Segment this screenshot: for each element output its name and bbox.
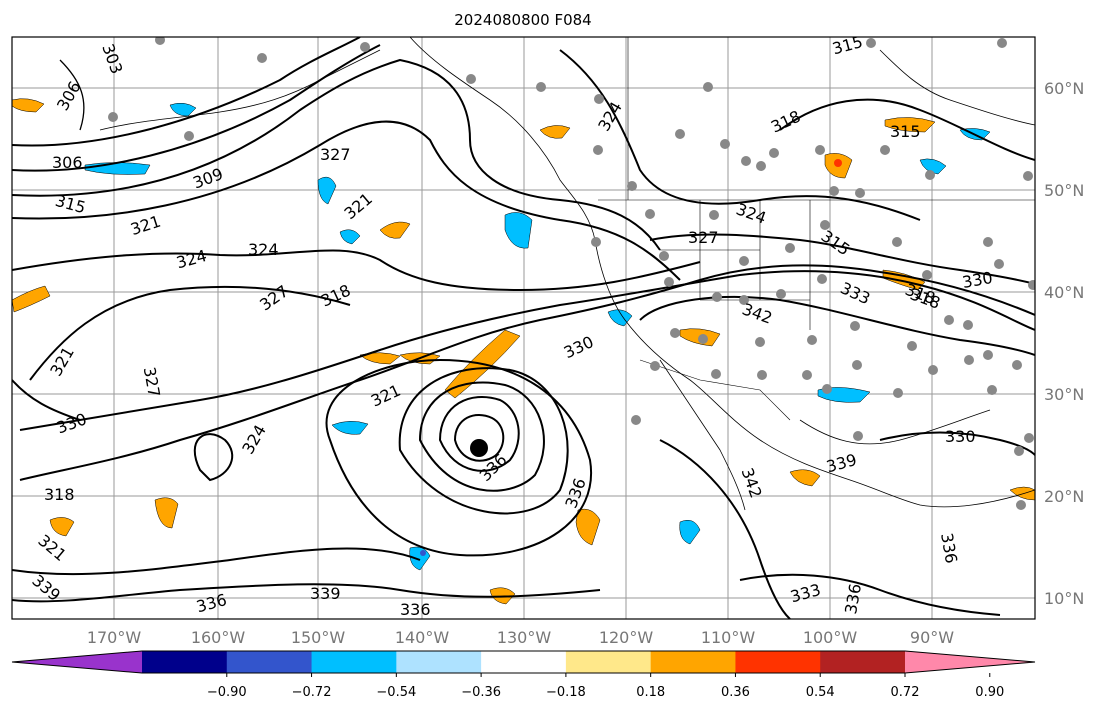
contour-label: 318 (44, 485, 75, 504)
colorbar-bin (311, 651, 397, 673)
lat-tick-label: 50°N (1044, 181, 1084, 200)
contour-label: 315 (890, 122, 921, 141)
colorbar-tick-label: 0.72 (891, 685, 920, 700)
coastlines (99, 37, 1035, 511)
colorbar-tick-label: −0.54 (376, 685, 416, 700)
lat-tick-label: 40°N (1044, 283, 1084, 302)
lat-tick-label: 60°N (1044, 79, 1084, 98)
lon-tick-label: 110°W (701, 628, 756, 647)
colorbar-tick-label: −0.72 (292, 685, 332, 700)
colorbar-bin (565, 651, 652, 673)
colorbar-tick-label: −0.18 (546, 685, 586, 700)
colorbar-bin (142, 651, 228, 673)
lon-tick-label: 170°W (87, 628, 142, 647)
storm-center-marker (470, 439, 488, 457)
colorbar-bin (650, 651, 736, 673)
lat-tick-label: 30°N (1044, 385, 1084, 404)
colorbar-tick-label: 0.18 (636, 685, 665, 700)
contours (12, 37, 1035, 619)
colorbar-bin (396, 651, 482, 673)
colorbar-tick-label: −0.90 (207, 685, 247, 700)
colorbar-tick-label: −0.36 (461, 685, 501, 700)
colorbar-bin (820, 651, 906, 673)
contour-label: 324 (248, 240, 279, 259)
colorbar-tick-label: 0.36 (721, 685, 750, 700)
colorbar-bin (226, 651, 313, 673)
lat-axis: 60°N 50°N 40°N 30°N 20°N 10°N (1044, 79, 1084, 608)
lon-tick-label: 120°W (599, 628, 654, 647)
colorbar-extend-min (12, 651, 142, 673)
station-markers (108, 37, 1035, 510)
contour-label: 336 (400, 600, 431, 619)
lon-tick-label: 150°W (291, 628, 346, 647)
graticule (12, 37, 1035, 619)
colorbar-tick-label: 0.54 (806, 685, 835, 700)
contour-label: 330 (945, 427, 976, 446)
lon-tick-label: 130°W (497, 628, 552, 647)
lat-tick-label: 20°N (1044, 487, 1084, 506)
lon-tick-label: 160°W (191, 628, 246, 647)
lon-tick-label: 100°W (803, 628, 858, 647)
contour-label: 327 (688, 228, 719, 247)
colorbar-bin (481, 651, 567, 673)
contour-label: 306 (52, 153, 83, 172)
contour-label: 327 (320, 145, 351, 164)
lon-tick-label: 140°W (395, 628, 450, 647)
colorbar-bin (735, 651, 821, 673)
map-panel: 303 306 306 309 315 321 324 324 327 327 … (11, 36, 1084, 647)
lon-tick-label: 90°W (910, 628, 954, 647)
colorbar-extend-max (905, 651, 1035, 673)
colorbar: −0.90 −0.72 −0.54 −0.36 −0.18 0.18 0.36 0.54 0.7… (11, 650, 1036, 700)
map-frame (11, 36, 1036, 620)
colorbar-tick-label: 0.90 (975, 685, 1004, 700)
colorbar-outline (11, 650, 1036, 674)
figure-title: 2024080800 F084 (454, 11, 591, 29)
lat-tick-label: 10°N (1044, 589, 1084, 608)
contour-label: 339 (310, 584, 341, 603)
lon-axis: 170°W 160°W 150°W 140°W 130°W 120°W 110°… (87, 628, 954, 647)
